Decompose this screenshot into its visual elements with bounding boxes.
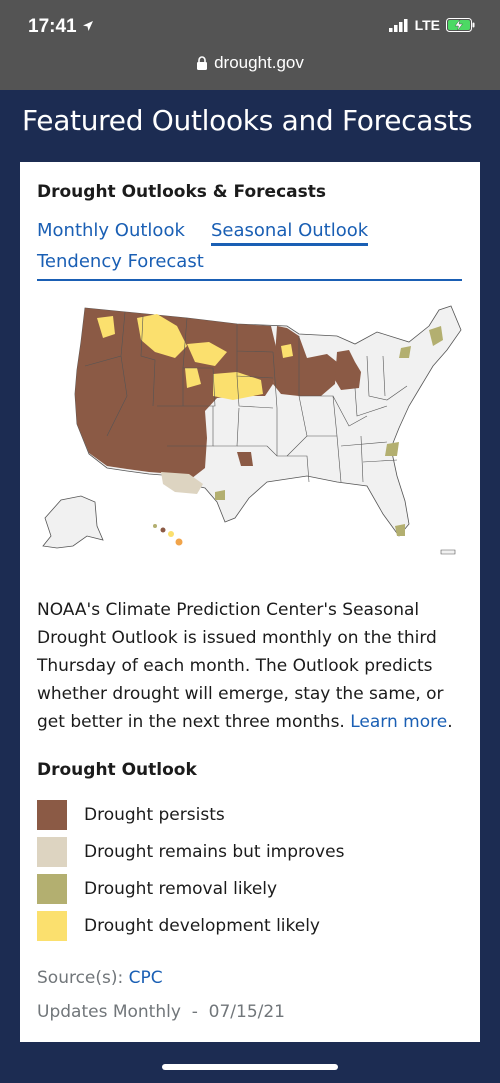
region-development-dakotas — [187, 342, 227, 366]
battery-charging-icon — [446, 18, 475, 32]
card-title: Drought Outlooks & Forecasts — [37, 182, 326, 202]
region-improves-texas — [161, 472, 203, 494]
region-midwest-persists — [273, 326, 337, 396]
region-removal-carolina — [385, 442, 399, 456]
legend-label: Drought persists — [84, 804, 225, 825]
status-time: 17:41 — [28, 16, 94, 38]
network-label: LTE — [414, 17, 440, 33]
legend-item: Drought removal likely — [37, 870, 344, 907]
legend-item: Drought development likely — [37, 907, 344, 944]
region-removal-florida — [395, 524, 405, 536]
region-removal-texas — [215, 490, 225, 500]
legend-swatch-development — [37, 910, 67, 941]
browser-url-bar[interactable]: drought.gov — [0, 50, 500, 90]
description-period: . — [447, 712, 453, 732]
source-label: Source(s): — [37, 968, 124, 988]
location-arrow-icon — [82, 21, 93, 31]
updates-line: Updates Monthly - 07/15/21 — [37, 1002, 285, 1022]
puerto-rico — [440, 549, 456, 555]
signal-icon — [388, 18, 408, 32]
source-link-cpc[interactable]: CPC — [128, 968, 163, 988]
seasonal-drought-outlook-map[interactable] — [37, 296, 465, 558]
alaska — [42, 495, 104, 549]
legend-swatch-improves — [37, 836, 67, 867]
description-text: NOAA's Climate Prediction Center's Seaso… — [37, 600, 444, 732]
legend-swatch-removal — [37, 873, 67, 904]
home-indicator[interactable] — [162, 1064, 338, 1070]
region-development-oregon — [97, 316, 115, 338]
outlook-description: NOAA's Climate Prediction Center's Seaso… — [37, 596, 467, 736]
region-removal-newyork — [399, 346, 411, 358]
legend-label: Drought remains but improves — [84, 841, 345, 862]
learn-more-link[interactable]: Learn more — [350, 712, 448, 732]
region-michigan-persists — [335, 350, 361, 390]
legend-swatch-persists — [37, 799, 67, 830]
legend: Drought persists Drought remains but imp… — [37, 796, 344, 944]
status-bar: 17:41 LTE — [0, 0, 500, 50]
region-texas-persists — [237, 452, 253, 466]
lock-icon — [197, 56, 208, 70]
page-title: Featured Outlooks and Forecasts — [22, 104, 473, 137]
tab-seasonal-outlook[interactable]: Seasonal Outlook — [211, 220, 369, 246]
region-development-montana — [137, 314, 187, 358]
tab-monthly-outlook[interactable]: Monthly Outlook — [37, 220, 185, 241]
tab-tendency-forecast[interactable]: Tendency Forecast — [37, 251, 204, 272]
legend-label: Drought removal likely — [84, 878, 278, 899]
region-removal-newengland — [429, 326, 443, 346]
hawaii — [153, 524, 183, 546]
tabs-divider — [37, 279, 462, 281]
region-development-idaho — [185, 368, 201, 388]
region-development-nebraska — [213, 372, 263, 400]
source-line: Source(s): CPC — [37, 968, 163, 988]
legend-label: Drought development likely — [84, 915, 320, 936]
outlook-card: Drought Outlooks & Forecasts Monthly Out… — [20, 162, 480, 1042]
region-development-minnesota — [281, 344, 293, 358]
legend-title: Drought Outlook — [37, 760, 197, 780]
url-text: drought.gov — [214, 53, 304, 72]
state-boundaries — [84, 311, 408, 483]
legend-item: Drought persists — [37, 796, 344, 833]
legend-item: Drought remains but improves — [37, 833, 344, 870]
region-west-persists — [75, 308, 277, 482]
